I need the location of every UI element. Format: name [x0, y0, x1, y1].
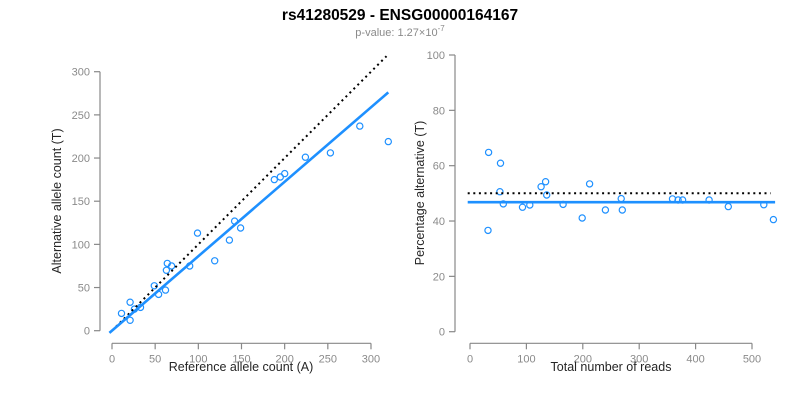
data-point [236, 224, 245, 232]
data-point [356, 122, 364, 130]
x-tick-label: 500 [743, 353, 761, 365]
data-point [301, 153, 310, 161]
x-tick-label: 0 [467, 353, 473, 365]
y-tick-label: 300 [72, 67, 90, 79]
data-point [496, 159, 505, 167]
x-tick-label: 250 [319, 353, 337, 365]
y-tick-label: 0 [439, 327, 445, 339]
y-tick-label: 50 [78, 283, 90, 295]
data-point [161, 286, 170, 294]
data-point [578, 214, 586, 222]
data-point [585, 180, 594, 188]
right-x-axis-title: Total number of reads [550, 360, 672, 374]
data-point [384, 137, 392, 146]
data-point [484, 148, 493, 157]
data-point [541, 177, 550, 186]
y-tick-label: 150 [72, 196, 90, 208]
x-tick-label: 100 [189, 353, 207, 365]
y-tick-label: 60 [433, 161, 445, 173]
data-point [281, 169, 289, 178]
y-tick-label: 200 [72, 153, 90, 165]
x-tick-label: 300 [630, 353, 648, 365]
p-value-label: p-value: [355, 26, 398, 39]
data-point [326, 149, 335, 157]
x-tick-label: 150 [232, 353, 250, 365]
data-point [601, 206, 610, 214]
left-y-axis-title: Alternative allele count (T) [50, 128, 64, 274]
data-point [150, 282, 158, 290]
x-tick-label: 300 [362, 353, 380, 365]
data-point [769, 215, 778, 224]
data-point [162, 266, 171, 274]
data-point [543, 191, 551, 199]
regression-line [108, 91, 390, 334]
y-tick-label: 100 [72, 239, 90, 251]
right-y-axis-title: Percentage alternative (T) [413, 120, 427, 266]
data-point [167, 262, 176, 270]
y-tick-label: 0 [84, 326, 90, 338]
x-tick-label: 50 [149, 353, 161, 365]
figure-title: rs41280529 - ENSG00000164167 [281, 7, 519, 24]
data-point [617, 194, 625, 203]
x-tick-label: 100 [517, 353, 535, 365]
identity-line [111, 55, 388, 332]
x-tick-label: 0 [109, 353, 115, 365]
figure-subtitle: p-value: 1.27×10-7 [355, 25, 444, 39]
p-value-mantissa: 1.27×10 [397, 26, 438, 39]
data-point [193, 229, 202, 237]
data-point [724, 202, 733, 211]
data-point [210, 257, 219, 265]
y-tick-label: 20 [433, 271, 445, 283]
data-point [518, 203, 527, 211]
data-point [484, 226, 492, 235]
data-point [117, 309, 126, 318]
x-tick-label: 200 [275, 353, 293, 365]
data-point [496, 187, 504, 196]
x-tick-label: 200 [574, 353, 592, 365]
y-tick-label: 100 [427, 50, 445, 62]
y-tick-label: 40 [433, 216, 445, 228]
data-point [618, 206, 627, 214]
data-point [126, 316, 134, 324]
y-tick-label: 80 [433, 105, 445, 117]
left-x-axis-title: Reference allele count (A) [168, 360, 314, 374]
x-tick-label: 400 [686, 353, 704, 365]
data-point [126, 298, 134, 306]
data-point [499, 200, 507, 208]
data-point [537, 182, 545, 191]
y-tick-label: 250 [72, 110, 90, 122]
data-point [270, 175, 278, 184]
data-point [225, 236, 234, 244]
p-value-exponent: -7 [437, 24, 445, 34]
